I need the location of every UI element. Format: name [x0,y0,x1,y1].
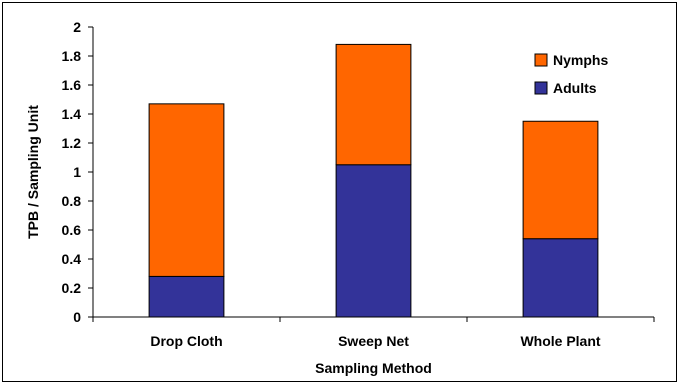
y-tick-label: 1.4 [62,106,82,122]
x-axis: Drop Cloth Sweep Net Whole Plant [92,316,655,349]
bar-nymphs-whole-plant [522,120,599,240]
x-category-label: Whole Plant [520,333,600,349]
bar-adults-whole-plant [522,238,599,318]
y-tick-label: 1 [73,164,81,180]
y-axis: 0 0.2 0.4 0.6 0.8 1 1.2 1.4 1.6 1.8 2 [62,19,94,325]
y-tick-label: 0.6 [62,222,82,238]
y-tick-label: 2 [73,19,81,35]
legend-label-nymphs: Nymphs [553,52,608,68]
y-tick-label: 0 [73,309,81,325]
y-tick-label: 0.8 [62,193,82,209]
x-category-label: Sweep Net [338,333,409,349]
bar-nymphs-sweep-net [335,43,412,166]
y-tick-label: 1.8 [62,48,82,64]
legend-swatch-adults [534,81,548,95]
x-category-label: Drop Cloth [150,333,222,349]
y-axis-title: TPB / Sampling Unit [25,105,41,239]
y-tick-label: 0.4 [62,251,82,267]
y-tick-label: 0.2 [62,280,82,296]
legend-label-adults: Adults [553,80,597,96]
bar-adults-drop-cloth [148,275,225,318]
y-tick-label: 1.6 [62,77,82,93]
y-tick-label: 1.2 [62,135,82,151]
legend: Nymphs Adults [534,52,608,96]
x-axis-title: Sampling Method [315,360,432,376]
bars [148,43,599,318]
bar-nymphs-drop-cloth [148,103,225,277]
legend-swatch-nymphs [534,53,548,67]
bar-adults-sweep-net [335,164,412,318]
